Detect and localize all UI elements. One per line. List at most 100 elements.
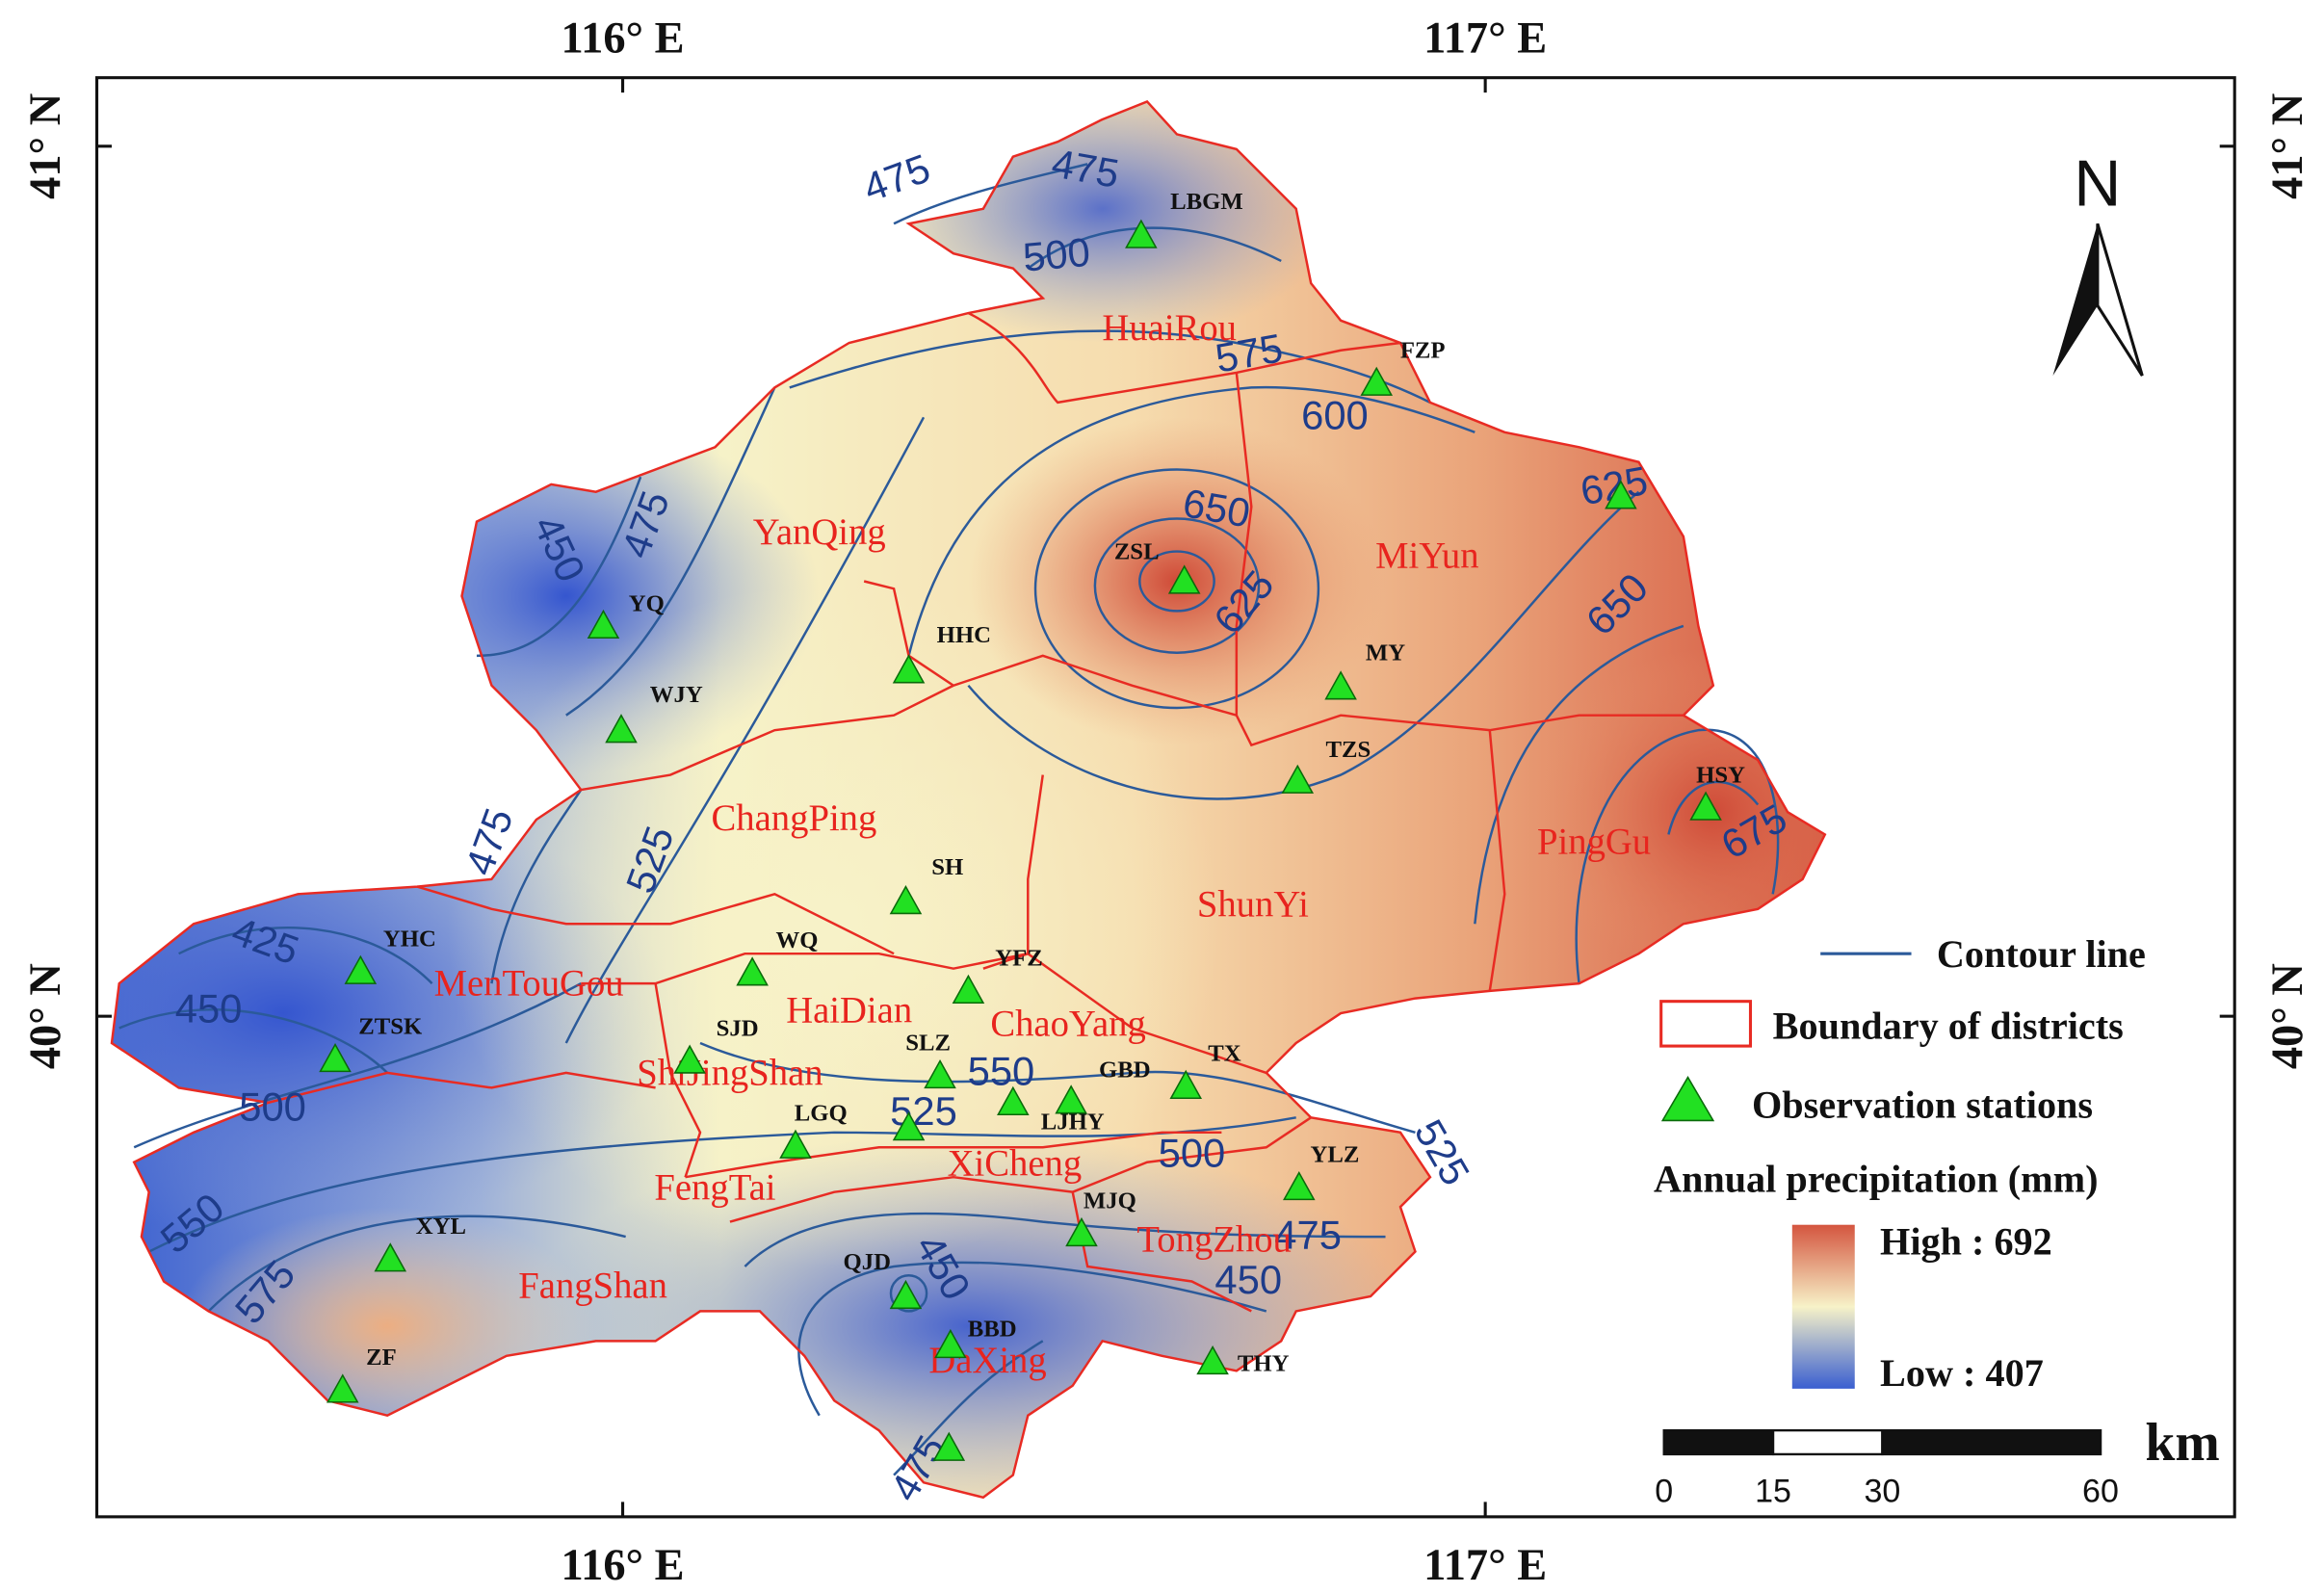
- contour: [565, 386, 776, 717]
- station-marker: [779, 1129, 812, 1159]
- contour: [1474, 624, 1684, 925]
- station-label: HHC: [937, 622, 991, 648]
- district-label: HaiDian: [786, 990, 912, 1031]
- station-label: WQ: [776, 927, 819, 953]
- station-marker: [1281, 764, 1315, 794]
- contour: [1093, 517, 1261, 654]
- district-label: TongZhou: [1136, 1220, 1292, 1261]
- lon-label: 116° E: [561, 13, 684, 63]
- scale-label: 15: [1755, 1473, 1791, 1509]
- contour: [967, 490, 1640, 800]
- station-label: LJHY: [1041, 1110, 1105, 1136]
- station-marker: [1125, 219, 1158, 248]
- district-label: MenTouGou: [434, 963, 624, 1004]
- north-arrow: N: [2052, 147, 2144, 377]
- station-marker: [1065, 1216, 1098, 1247]
- boundary: [1488, 730, 1506, 992]
- station-label: ZSL: [1114, 538, 1160, 564]
- north-label: N: [2074, 147, 2121, 221]
- lon-label: 117° E: [1423, 13, 1547, 63]
- station-label: ZTSK: [358, 1014, 423, 1040]
- legend-high: High : 692: [1880, 1220, 2052, 1264]
- station-marker: [932, 1431, 966, 1461]
- station-marker: [736, 956, 769, 986]
- scale-segment: [1881, 1429, 2102, 1456]
- station-marker: [892, 654, 926, 684]
- station-label: LGQ: [795, 1100, 848, 1126]
- boundary: [654, 982, 702, 1178]
- lat-label: 40° N: [21, 963, 70, 1069]
- district-label: HuaiRou: [1102, 308, 1237, 349]
- station-marker: [952, 974, 985, 1005]
- station-label: YHC: [383, 926, 436, 952]
- contour-label: 450: [175, 985, 243, 1031]
- lon-label: 117° E: [1423, 1541, 1547, 1590]
- station-label: TX: [1208, 1041, 1240, 1067]
- legend-title: Annual precipitation (mm): [1654, 1158, 2099, 1201]
- contour-label: 475: [1274, 1212, 1342, 1257]
- boundary: [1235, 372, 1253, 716]
- lon-label: 116° E: [561, 1541, 684, 1590]
- scale-segment: [1662, 1429, 1775, 1456]
- boundary: [268, 1071, 656, 1105]
- station-label: YQ: [629, 590, 665, 616]
- station-marker: [605, 714, 638, 744]
- north-arrow-right: [2096, 222, 2144, 377]
- district-label: FangShan: [518, 1266, 667, 1306]
- legend-low: Low : 407: [1880, 1351, 2044, 1395]
- contour: [564, 416, 926, 1044]
- station-label: SJD: [717, 1015, 759, 1041]
- station-label: TZS: [1325, 737, 1371, 763]
- boundary: [967, 311, 1401, 405]
- station-marker: [889, 884, 923, 915]
- contour-label: 500: [1159, 1130, 1226, 1175]
- contour: [118, 1008, 389, 1074]
- lat-label: 40° N: [2263, 963, 2312, 1069]
- north-arrow-left: [2052, 223, 2098, 377]
- scale-label: 60: [2082, 1473, 2119, 1509]
- contour: [133, 982, 582, 1149]
- contour: [744, 1212, 1386, 1267]
- legend-boundary-symbol: [1659, 1000, 1753, 1048]
- legend-color-ramp: [1791, 1224, 1855, 1389]
- contour-label: 500: [239, 1084, 306, 1129]
- district-label: MiYun: [1375, 536, 1478, 577]
- station-marker: [673, 1044, 706, 1074]
- scale-bar: 0 15 30 60 km: [1655, 1413, 2219, 1509]
- contour: [1033, 468, 1320, 710]
- station-label: ZF: [366, 1345, 397, 1371]
- station-label: HSY: [1696, 762, 1745, 788]
- contour-lines: [118, 163, 1780, 1476]
- boundary: [581, 684, 954, 792]
- boundary: [581, 952, 1267, 1075]
- lat-label: 41° N: [21, 93, 70, 199]
- station-label: FZP: [1400, 337, 1446, 363]
- contour: [893, 1340, 1044, 1476]
- legend-label: Boundary of districts: [1773, 1004, 2124, 1047]
- station-label: MJQ: [1084, 1188, 1136, 1214]
- contour: [490, 789, 583, 984]
- station-label: GBD: [1099, 1058, 1151, 1084]
- station-label: THY: [1238, 1350, 1290, 1376]
- station-marker: [1196, 1345, 1229, 1375]
- station-marker: [924, 1058, 956, 1089]
- contour-label: 450: [1214, 1257, 1282, 1302]
- scale-label: 30: [1864, 1473, 1900, 1509]
- legend-label: Contour line: [1937, 932, 2146, 976]
- district-label: ShiJingShan: [637, 1053, 823, 1093]
- station-marker: [1169, 1069, 1203, 1099]
- contour: [789, 329, 1431, 404]
- contour: [476, 476, 642, 658]
- district-label: YanQing: [753, 512, 886, 553]
- station-marker: [326, 1373, 359, 1403]
- district-boundaries: [110, 100, 1827, 1500]
- station-label: YFZ: [995, 946, 1042, 972]
- legend-label: Observation stations: [1752, 1083, 2093, 1126]
- contour: [797, 1261, 1267, 1417]
- station-marker: [889, 1279, 923, 1310]
- contour: [907, 385, 1475, 657]
- station-marker: [1283, 1170, 1316, 1201]
- contour-label: 550: [968, 1048, 1035, 1093]
- contour: [1575, 728, 1780, 984]
